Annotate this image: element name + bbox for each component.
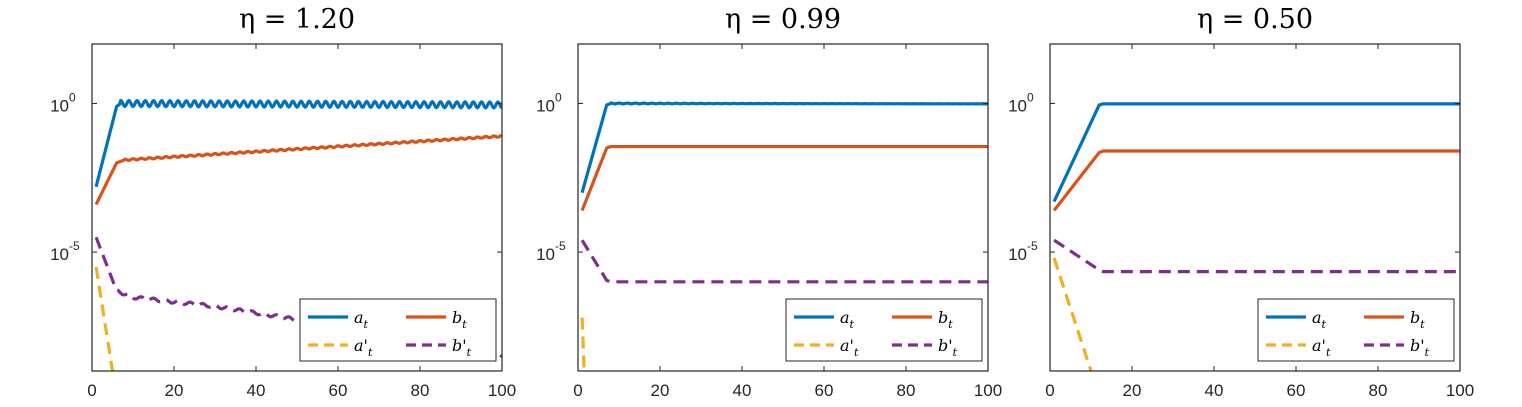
- series-line-2: [94, 133, 502, 206]
- chart-title: η = 0.99: [725, 4, 841, 35]
- x-tick-label: 60: [1287, 381, 1306, 400]
- axes-box: [1049, 43, 1461, 372]
- legend-box: [1257, 298, 1455, 362]
- series-line-4: [1053, 238, 1460, 274]
- series-line-2: [1052, 149, 1460, 212]
- legend-box: [785, 298, 983, 362]
- y-tick-exponent: 0: [69, 90, 76, 104]
- x-tick-label: 100: [1446, 381, 1474, 400]
- x-tick-label: 60: [815, 381, 834, 400]
- y-tick-exponent: -5: [69, 239, 80, 253]
- chart-title: η = 1.20: [239, 4, 355, 35]
- legend-label-subscript: t: [467, 346, 472, 359]
- x-tick-label: 40: [247, 381, 266, 400]
- x-tick-label: 0: [573, 381, 582, 400]
- series-line-3: [580, 317, 586, 371]
- x-tick-label: 20: [165, 381, 184, 400]
- legend-label-subscript: t: [364, 318, 369, 331]
- x-tick-label: 100: [974, 381, 1002, 400]
- legend-label-subscript: t: [850, 318, 855, 331]
- x-tick-label: 60: [329, 381, 348, 400]
- legend-label-subscript: t: [1326, 346, 1331, 359]
- axes-box: [577, 43, 989, 372]
- legend-label-subscript: t: [948, 318, 953, 331]
- y-tick-exponent: 0: [1027, 90, 1034, 104]
- y-tick-label: 10: [536, 245, 555, 264]
- y-tick-label: 10: [536, 96, 555, 115]
- series-group: [580, 101, 988, 371]
- series-line-1: [94, 98, 502, 188]
- y-tick-label: 10: [50, 245, 69, 264]
- axes-box: [91, 43, 503, 372]
- x-tick-label: 20: [1123, 381, 1142, 400]
- legend: at bta't b't: [1257, 298, 1455, 362]
- legend-label-subscript: t: [368, 346, 373, 359]
- y-tick-label: 10: [50, 96, 69, 115]
- legend-label-subscript: t: [953, 346, 958, 359]
- x-tick-label: 40: [1205, 381, 1224, 400]
- series-line-1: [1052, 102, 1460, 203]
- legend-label-subscript: t: [854, 346, 859, 359]
- y-tick-exponent: -5: [555, 239, 566, 253]
- legend: at bta't b't: [299, 298, 497, 362]
- series-line-3: [94, 266, 115, 371]
- legend-label-subscript: t: [462, 318, 467, 331]
- x-tick-label: 80: [897, 381, 916, 400]
- series-line-4: [580, 239, 988, 284]
- series-line-2: [580, 144, 988, 212]
- series-line-1: [580, 101, 988, 194]
- x-tick-label: 80: [1369, 381, 1388, 400]
- legend-label-subscript: t: [1425, 346, 1430, 359]
- legend-label-subscript: t: [1420, 318, 1425, 331]
- legend-box: [299, 298, 497, 362]
- x-tick-label: 40: [733, 381, 752, 400]
- x-tick-label: 20: [651, 381, 670, 400]
- chart-title: η = 0.50: [1197, 4, 1313, 35]
- series-group: [1052, 102, 1460, 371]
- series-line-3: [1052, 257, 1093, 371]
- x-tick-label: 0: [87, 381, 96, 400]
- y-tick-label: 10: [1008, 96, 1027, 115]
- legend-label-subscript: t: [1322, 318, 1327, 331]
- y-tick-label: 10: [1008, 245, 1027, 264]
- y-tick-exponent: 0: [555, 90, 562, 104]
- x-tick-label: 80: [411, 381, 430, 400]
- legend: at bta't b't: [785, 298, 983, 362]
- x-tick-label: 100: [488, 381, 516, 400]
- x-tick-label: 0: [1045, 381, 1054, 400]
- y-tick-exponent: -5: [1027, 239, 1038, 253]
